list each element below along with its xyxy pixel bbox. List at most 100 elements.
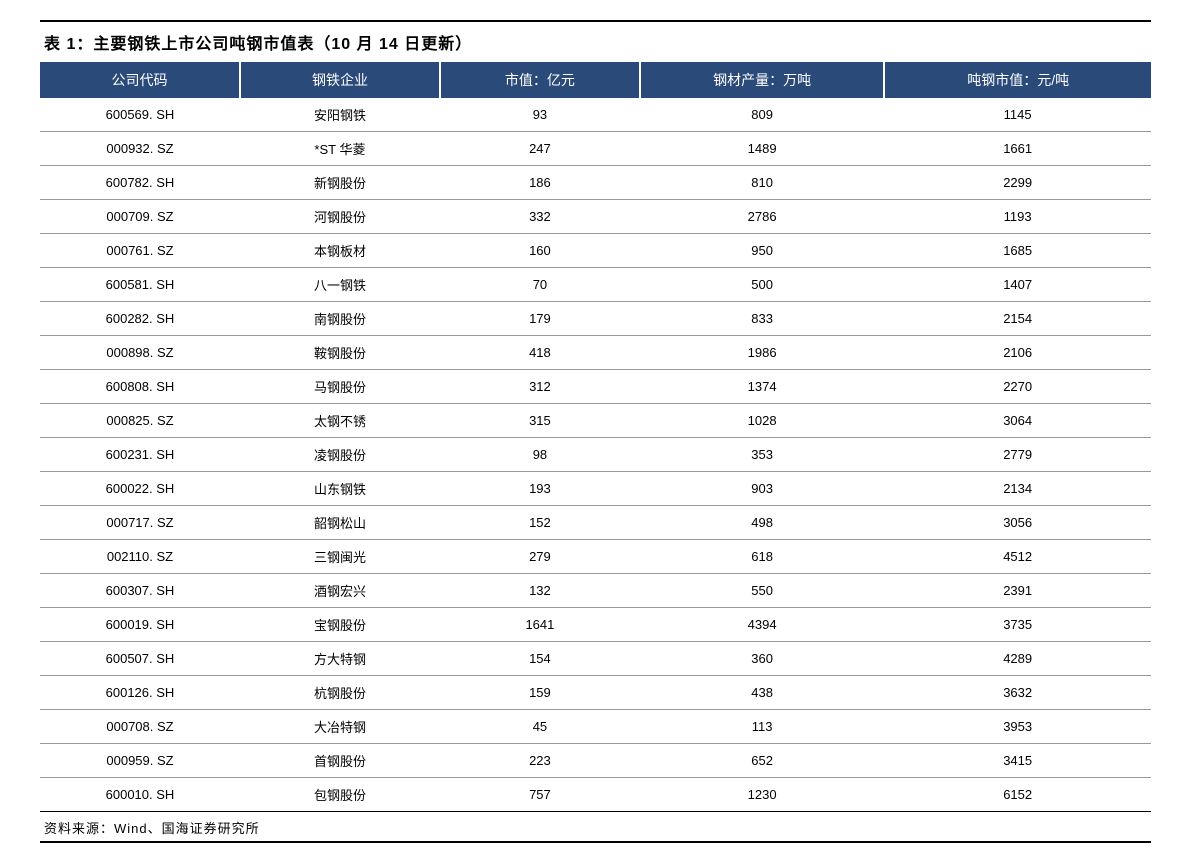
cell-pertonne: 1685 xyxy=(884,234,1151,268)
cell-company: 首钢股份 xyxy=(240,744,440,778)
table-row: 000709. SZ河钢股份33227861193 xyxy=(40,200,1151,234)
cell-company: 宝钢股份 xyxy=(240,608,440,642)
cell-marketcap: 152 xyxy=(440,506,640,540)
cell-code: 600126. SH xyxy=(40,676,240,710)
cell-marketcap: 179 xyxy=(440,302,640,336)
table-row: 000761. SZ本钢板材1609501685 xyxy=(40,234,1151,268)
cell-pertonne: 4289 xyxy=(884,642,1151,676)
cell-company: 三钢闽光 xyxy=(240,540,440,574)
cell-production: 618 xyxy=(640,540,884,574)
table-row: 000717. SZ韶钢松山1524983056 xyxy=(40,506,1151,540)
cell-pertonne: 2391 xyxy=(884,574,1151,608)
table-row: 600282. SH南钢股份1798332154 xyxy=(40,302,1151,336)
table-row: 000898. SZ鞍钢股份41819862106 xyxy=(40,336,1151,370)
table-row: 002110. SZ三钢闽光2796184512 xyxy=(40,540,1151,574)
cell-marketcap: 45 xyxy=(440,710,640,744)
table-row: 600507. SH方大特钢1543604289 xyxy=(40,642,1151,676)
cell-code: 600581. SH xyxy=(40,268,240,302)
cell-marketcap: 193 xyxy=(440,472,640,506)
cell-marketcap: 757 xyxy=(440,778,640,812)
cell-marketcap: 1641 xyxy=(440,608,640,642)
cell-pertonne: 3632 xyxy=(884,676,1151,710)
cell-code: 000761. SZ xyxy=(40,234,240,268)
cell-code: 600569. SH xyxy=(40,98,240,132)
cell-marketcap: 159 xyxy=(440,676,640,710)
table-header-row: 公司代码 钢铁企业 市值：亿元 钢材产量：万吨 吨钢市值：元/吨 xyxy=(40,62,1151,98)
table-row: 600126. SH杭钢股份1594383632 xyxy=(40,676,1151,710)
table-row: 600307. SH酒钢宏兴1325502391 xyxy=(40,574,1151,608)
table-row: 000932. SZ*ST 华菱24714891661 xyxy=(40,132,1151,166)
cell-pertonne: 6152 xyxy=(884,778,1151,812)
cell-company: 凌钢股份 xyxy=(240,438,440,472)
cell-company: *ST 华菱 xyxy=(240,132,440,166)
table-row: 600010. SH包钢股份75712306152 xyxy=(40,778,1151,812)
header-code: 公司代码 xyxy=(40,62,240,98)
table-container: 表 1：主要钢铁上市公司吨钢市值表（10 月 14 日更新） 公司代码 钢铁企业… xyxy=(40,20,1151,843)
cell-company: 山东钢铁 xyxy=(240,472,440,506)
cell-code: 600010. SH xyxy=(40,778,240,812)
cell-marketcap: 332 xyxy=(440,200,640,234)
table-title: 表 1：主要钢铁上市公司吨钢市值表（10 月 14 日更新） xyxy=(40,22,1151,62)
cell-production: 1986 xyxy=(640,336,884,370)
header-production: 钢材产量：万吨 xyxy=(640,62,884,98)
table-row: 600019. SH宝钢股份164143943735 xyxy=(40,608,1151,642)
cell-production: 1028 xyxy=(640,404,884,438)
cell-production: 498 xyxy=(640,506,884,540)
table-body: 600569. SH安阳钢铁938091145000932. SZ*ST 华菱2… xyxy=(40,98,1151,811)
cell-pertonne: 2270 xyxy=(884,370,1151,404)
cell-production: 833 xyxy=(640,302,884,336)
cell-marketcap: 154 xyxy=(440,642,640,676)
cell-production: 1489 xyxy=(640,132,884,166)
cell-marketcap: 223 xyxy=(440,744,640,778)
cell-code: 000898. SZ xyxy=(40,336,240,370)
table-row: 600231. SH凌钢股份983532779 xyxy=(40,438,1151,472)
cell-pertonne: 2106 xyxy=(884,336,1151,370)
cell-production: 353 xyxy=(640,438,884,472)
cell-company: 八一钢铁 xyxy=(240,268,440,302)
cell-production: 652 xyxy=(640,744,884,778)
cell-pertonne: 4512 xyxy=(884,540,1151,574)
cell-company: 太钢不锈 xyxy=(240,404,440,438)
cell-pertonne: 2134 xyxy=(884,472,1151,506)
header-pertonne: 吨钢市值：元/吨 xyxy=(884,62,1151,98)
header-marketcap: 市值：亿元 xyxy=(440,62,640,98)
cell-marketcap: 315 xyxy=(440,404,640,438)
cell-production: 360 xyxy=(640,642,884,676)
cell-marketcap: 70 xyxy=(440,268,640,302)
cell-marketcap: 418 xyxy=(440,336,640,370)
header-company: 钢铁企业 xyxy=(240,62,440,98)
cell-marketcap: 98 xyxy=(440,438,640,472)
cell-company: 杭钢股份 xyxy=(240,676,440,710)
cell-production: 903 xyxy=(640,472,884,506)
cell-code: 600808. SH xyxy=(40,370,240,404)
cell-production: 438 xyxy=(640,676,884,710)
cell-production: 113 xyxy=(640,710,884,744)
cell-marketcap: 279 xyxy=(440,540,640,574)
cell-code: 600019. SH xyxy=(40,608,240,642)
cell-pertonne: 1407 xyxy=(884,268,1151,302)
cell-company: 河钢股份 xyxy=(240,200,440,234)
cell-code: 600231. SH xyxy=(40,438,240,472)
cell-company: 马钢股份 xyxy=(240,370,440,404)
cell-production: 550 xyxy=(640,574,884,608)
table-source: 资料来源：Wind、国海证券研究所 xyxy=(40,811,1151,841)
cell-pertonne: 1145 xyxy=(884,98,1151,132)
cell-company: 安阳钢铁 xyxy=(240,98,440,132)
table-row: 600581. SH八一钢铁705001407 xyxy=(40,268,1151,302)
table-row: 600808. SH马钢股份31213742270 xyxy=(40,370,1151,404)
cell-marketcap: 132 xyxy=(440,574,640,608)
cell-company: 新钢股份 xyxy=(240,166,440,200)
cell-code: 600022. SH xyxy=(40,472,240,506)
table-row: 000708. SZ大冶特钢451133953 xyxy=(40,710,1151,744)
cell-code: 600507. SH xyxy=(40,642,240,676)
steel-companies-table: 公司代码 钢铁企业 市值：亿元 钢材产量：万吨 吨钢市值：元/吨 600569.… xyxy=(40,62,1151,811)
table-row: 600569. SH安阳钢铁938091145 xyxy=(40,98,1151,132)
table-row: 000959. SZ首钢股份2236523415 xyxy=(40,744,1151,778)
cell-company: 南钢股份 xyxy=(240,302,440,336)
cell-production: 1374 xyxy=(640,370,884,404)
cell-code: 000959. SZ xyxy=(40,744,240,778)
cell-marketcap: 93 xyxy=(440,98,640,132)
cell-code: 000825. SZ xyxy=(40,404,240,438)
cell-code: 000709. SZ xyxy=(40,200,240,234)
cell-pertonne: 3056 xyxy=(884,506,1151,540)
